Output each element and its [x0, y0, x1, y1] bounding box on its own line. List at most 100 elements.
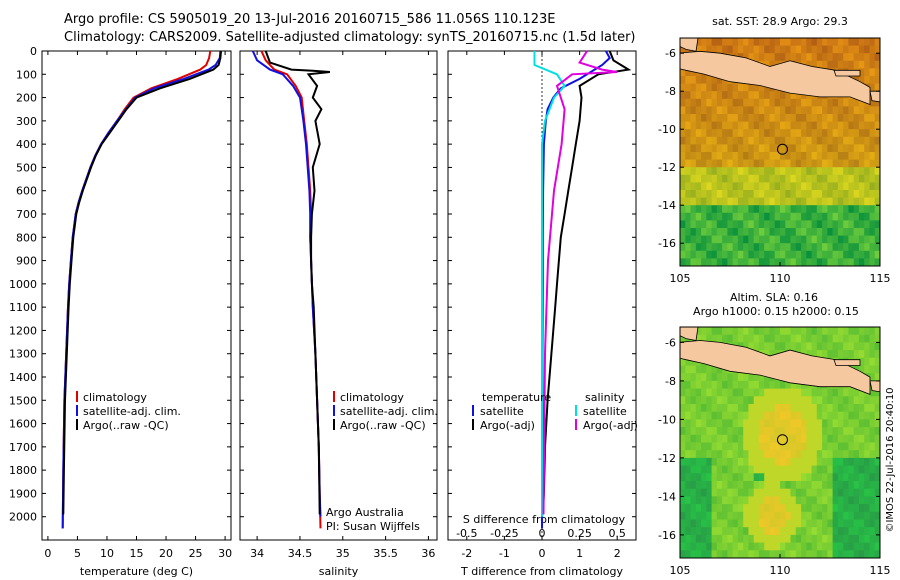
y-tick-label: 400: [16, 138, 37, 151]
lat-tick-label: -12: [658, 452, 676, 465]
x2-axis-label: S difference from climatology: [463, 513, 626, 526]
lat-tick-label: -10: [658, 413, 676, 426]
x-tick-label: 2: [614, 547, 621, 560]
lat-tick-label: -6: [665, 47, 676, 60]
land-madura: [833, 359, 861, 366]
lon-tick-label: 105: [670, 564, 691, 577]
legend-label: Argo(-adj): [583, 419, 638, 432]
lon-tick-label: 110: [770, 564, 791, 577]
legend-label: satellite-adj. clim.: [340, 405, 438, 418]
argo-position-marker: [776, 434, 788, 446]
x-tick-label: 35.5: [373, 547, 398, 560]
x-tick-label: 25: [189, 547, 203, 560]
annotation-argo-australia: Argo Australia: [326, 506, 404, 519]
y-tick-label: 100: [16, 68, 37, 81]
x2-tick-label: 0: [539, 527, 546, 540]
lon-tick-label: 115: [870, 564, 891, 577]
x-tick-label: 15: [130, 547, 144, 560]
x-tick-label: 0: [44, 547, 51, 560]
series-line-argo: [264, 50, 331, 515]
x-tick-label: -1: [499, 547, 510, 560]
sst-map-title: sat. SST: 28.9 Argo: 29.3: [712, 15, 848, 28]
y-tick-label: 200: [16, 92, 37, 105]
land-java: [680, 340, 871, 395]
legend-label: temperature: [482, 391, 551, 404]
sla-map: [679, 326, 881, 559]
y-tick-label: 1000: [9, 278, 37, 291]
y-tick-label: 1100: [9, 301, 37, 314]
x2-tick-label: 0.25: [567, 527, 592, 540]
y-tick-label: 1300: [9, 348, 37, 361]
land-bali: [869, 380, 880, 393]
legend-label: Argo(-adj): [480, 419, 535, 432]
y-tick-label: 1500: [9, 394, 37, 407]
lat-tick-label: -6: [665, 336, 676, 349]
lat-tick-label: -8: [665, 85, 676, 98]
argo-position-marker: [776, 143, 788, 155]
y-tick-label: 0: [30, 45, 37, 58]
x2-tick-label: -0.25: [490, 527, 518, 540]
land-bali: [869, 90, 880, 103]
y-tick-label: 1400: [9, 371, 37, 384]
sla-map-title: Altim. SLA: 0.16: [730, 291, 818, 304]
annotation-pi: PI: Susan Wijffels: [326, 520, 420, 533]
series-line-argo: [62, 50, 222, 515]
header-line1: Argo profile: CS 5905019_20 13-Jul-2016 …: [64, 12, 556, 27]
panel-frame-temperature: [41, 50, 232, 541]
sst-map: [679, 37, 881, 267]
legend-label: Argo(..raw -QC): [83, 419, 169, 432]
x-tick-label: 20: [159, 547, 173, 560]
lat-tick-label: -16: [658, 237, 676, 250]
y-tick-label: 1600: [9, 418, 37, 431]
x-axis-label: temperature (deg C): [80, 565, 193, 578]
x-tick-label: 36: [421, 547, 435, 560]
legend-label: satellite: [480, 405, 524, 418]
x-tick-label: 35: [336, 547, 350, 560]
y-tick-label: 600: [16, 185, 37, 198]
x-tick-label: 34.5: [288, 547, 313, 560]
land-sumatra: [680, 38, 699, 52]
lat-tick-label: -14: [658, 199, 676, 212]
x-tick-label: -2: [461, 547, 472, 560]
credit-text: ©IMOS 22-Jul-2016 20:40:10: [885, 387, 896, 532]
lat-tick-label: -10: [658, 123, 676, 136]
legend-label: climatology: [83, 391, 147, 404]
y-tick-label: 1700: [9, 441, 37, 454]
x-axis-label: salinity: [319, 565, 359, 578]
lon-tick-label: 105: [670, 272, 691, 285]
land-sumatra: [680, 327, 699, 341]
lat-tick-label: -12: [658, 161, 676, 174]
lat-tick-label: -14: [658, 490, 676, 503]
legend-label: Argo(..raw -QC): [340, 419, 426, 432]
y-tick-label: 700: [16, 208, 37, 221]
header-line2: Climatology: CARS2009. Satellite-adjuste…: [64, 30, 636, 45]
legend-label: climatology: [340, 391, 404, 404]
x-tick-label: 5: [74, 547, 81, 560]
y-tick-label: 1800: [9, 464, 37, 477]
x-tick-label: 34: [250, 547, 264, 560]
y-tick-label: 300: [16, 115, 37, 128]
x-tick-label: 0: [539, 547, 546, 560]
land-java: [680, 50, 871, 106]
x-tick-label: 10: [100, 547, 114, 560]
x-tick-label: 1: [576, 547, 583, 560]
x-axis-label: T difference from climatology: [460, 565, 623, 578]
series-line-salinity-argo: [542, 50, 618, 515]
legend-label: satellite: [583, 405, 627, 418]
land-madura: [833, 69, 861, 77]
legend-label: salinity: [585, 391, 625, 404]
legend-label: satellite-adj. clim.: [83, 405, 181, 418]
sla-map-subtitle: Argo h1000: 0.15 h2000: 0.15: [693, 305, 859, 318]
lon-tick-label: 115: [870, 272, 891, 285]
y-tick-label: 1200: [9, 324, 37, 337]
lat-tick-label: -16: [658, 529, 676, 542]
x2-tick-label: -0.5: [456, 527, 477, 540]
panel-frame-salinity: [239, 50, 438, 541]
x-tick-label: 30: [218, 547, 232, 560]
lon-tick-label: 110: [770, 272, 791, 285]
series-line-salinity-satellite: [533, 51, 566, 517]
y-tick-label: 500: [16, 161, 37, 174]
lat-tick-label: -8: [665, 375, 676, 388]
x2-tick-label: 0.5: [608, 527, 626, 540]
